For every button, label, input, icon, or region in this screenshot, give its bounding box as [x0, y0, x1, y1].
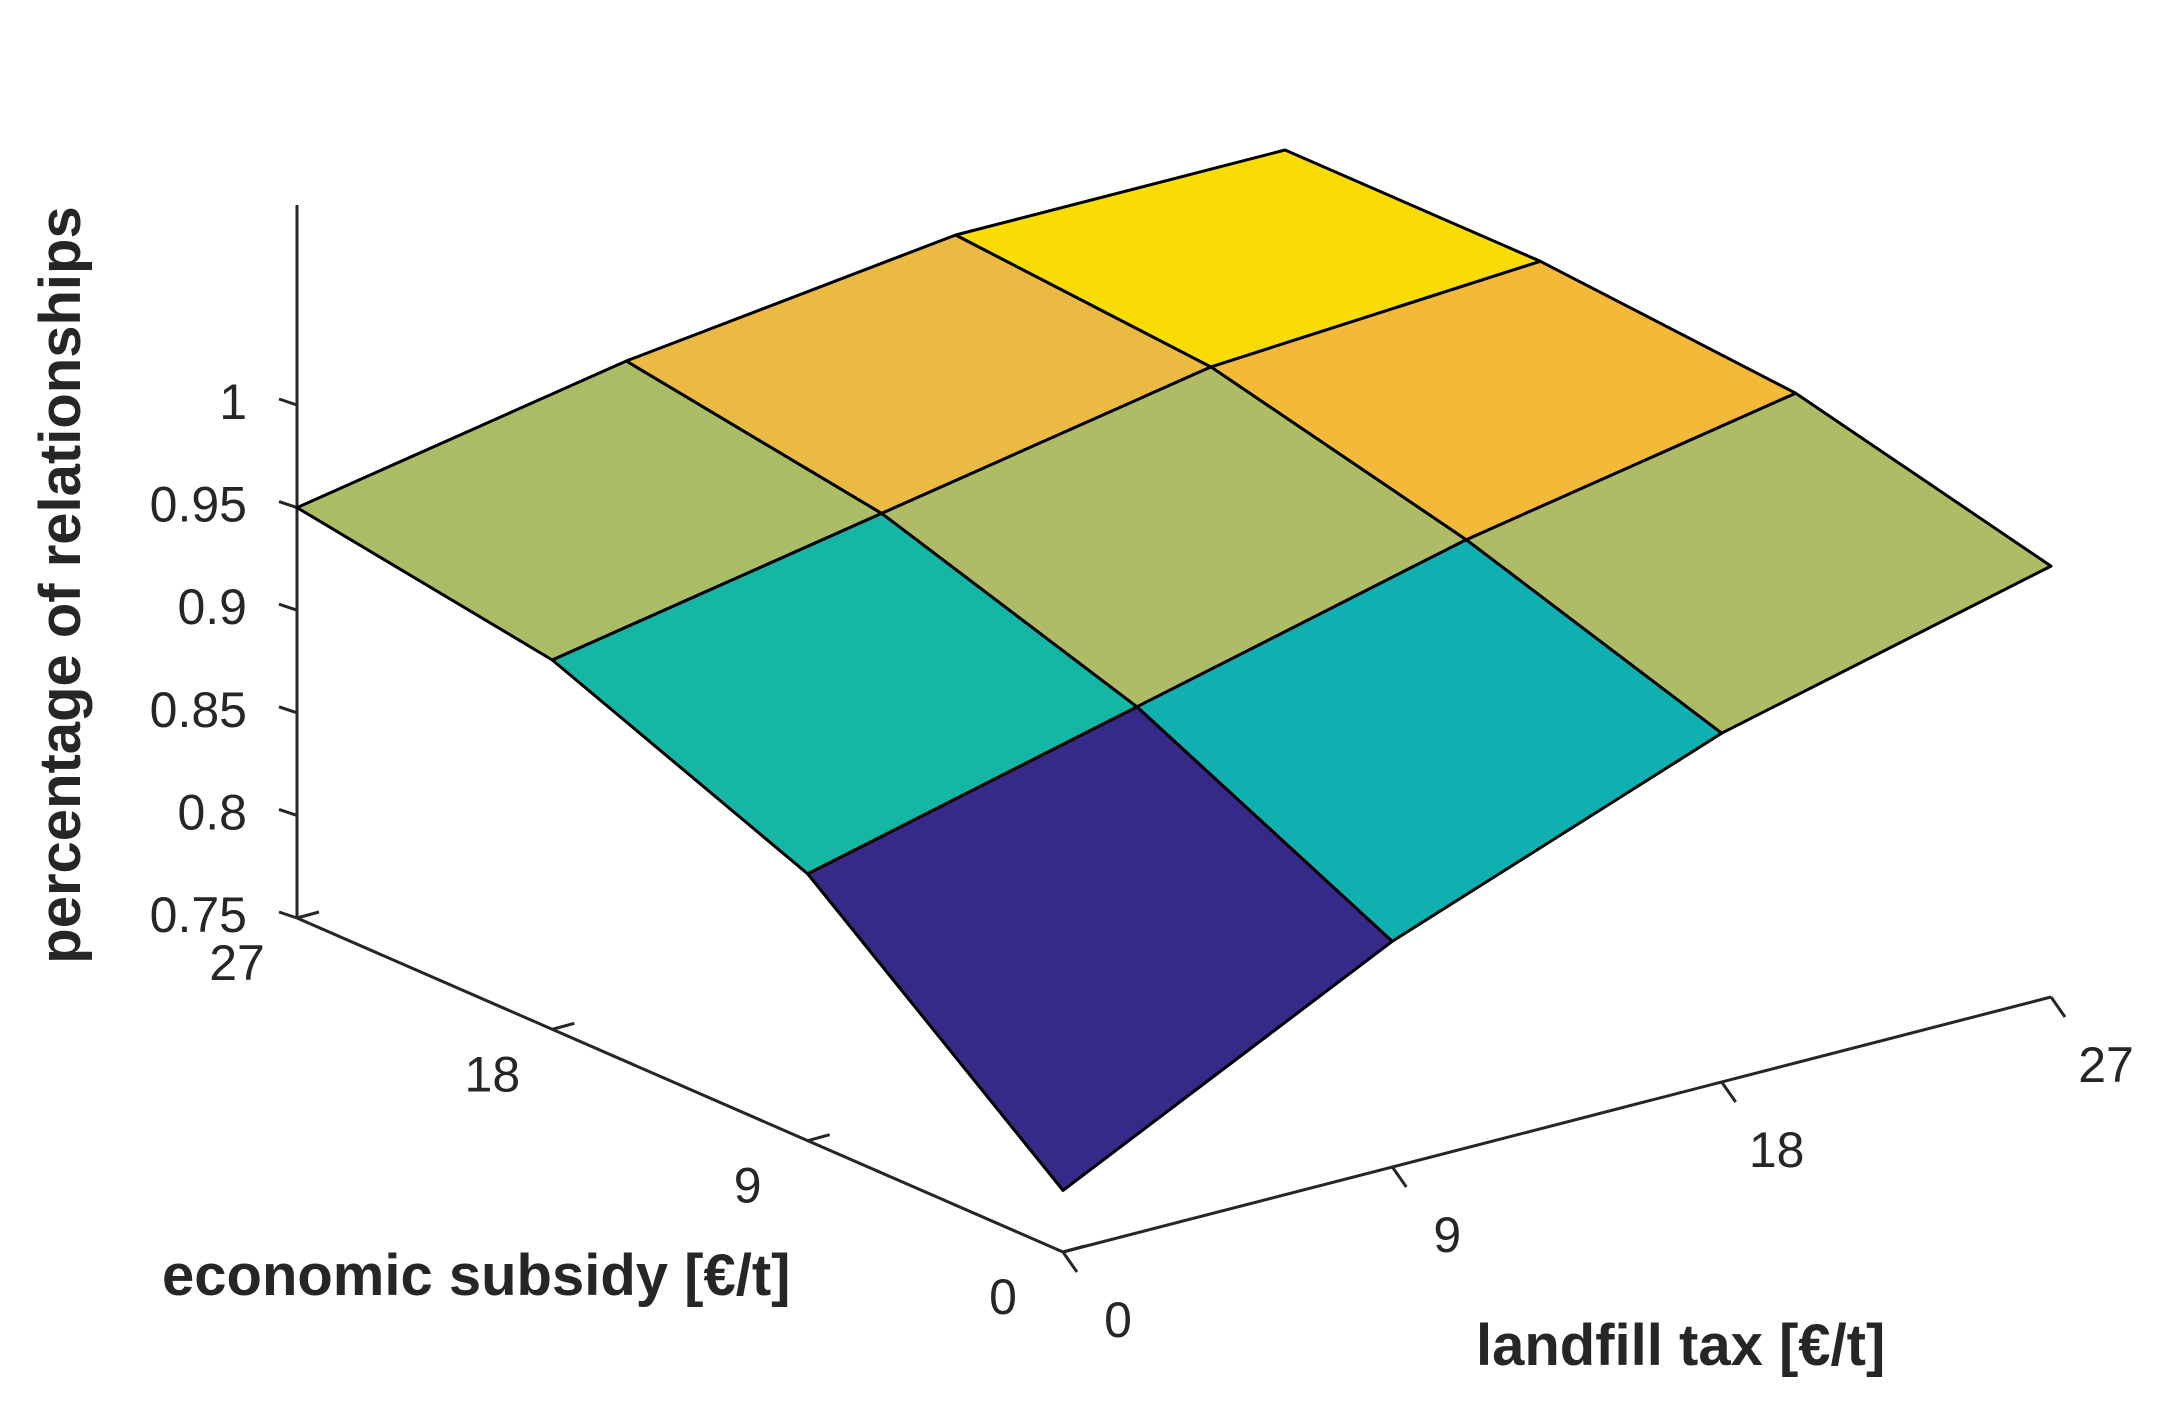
x-tick-label: 0 — [1104, 1292, 1132, 1348]
x-tick — [1391, 1166, 1408, 1188]
z-tick-label: 0.85 — [150, 682, 247, 738]
z-tick-label: 0.75 — [150, 887, 247, 943]
x-tick-label: 9 — [1433, 1207, 1461, 1263]
y-axis-title: economic subsidy [€/t] — [162, 1243, 790, 1308]
z-tick — [278, 500, 298, 510]
x-tick — [1720, 1081, 1737, 1103]
y-tick — [551, 1021, 575, 1031]
z-ticks: 0.75 0.8 0.85 0.9 0.95 1 — [150, 374, 298, 943]
surface-cell — [1464, 391, 2053, 735]
z-tick — [278, 705, 298, 715]
y-tick-label: 27 — [209, 935, 265, 991]
x-axis-line — [1062, 995, 2052, 1254]
z-tick-label: 0.8 — [177, 784, 247, 840]
y-tick — [807, 1133, 831, 1143]
x-ticks: 0 9 18 27 — [1061, 996, 2134, 1348]
z-axis-title: percentage of relationships — [28, 206, 93, 963]
x-tick — [2049, 996, 2067, 1018]
y-tick — [296, 910, 320, 920]
z-tick — [278, 602, 298, 612]
x-axis-title: landfill tax [€/t] — [1476, 1313, 1885, 1378]
z-tick — [278, 807, 298, 817]
y-tick — [1062, 1244, 1086, 1254]
axes: 0.75 0.8 0.85 0.9 0.95 1 0 9 18 27 0 9 18 27 — [150, 205, 2134, 1348]
x-tick-label: 27 — [2078, 1037, 2134, 1093]
y-tick-label: 9 — [734, 1158, 762, 1214]
y-axis-line — [296, 916, 1064, 1254]
x-tick-label: 18 — [1749, 1122, 1805, 1178]
z-tick — [278, 397, 298, 407]
y-tick-label: 18 — [465, 1046, 521, 1102]
surface — [295, 148, 2053, 1192]
z-tick-label: 0.95 — [150, 477, 247, 533]
z-tick-label: 0.9 — [177, 579, 247, 635]
z-tick — [278, 910, 298, 920]
x-tick — [1061, 1251, 1079, 1273]
z-tick-label: 1 — [219, 374, 247, 430]
y-tick-label: 0 — [989, 1269, 1017, 1325]
y-ticks: 0 9 18 27 — [209, 910, 1086, 1325]
